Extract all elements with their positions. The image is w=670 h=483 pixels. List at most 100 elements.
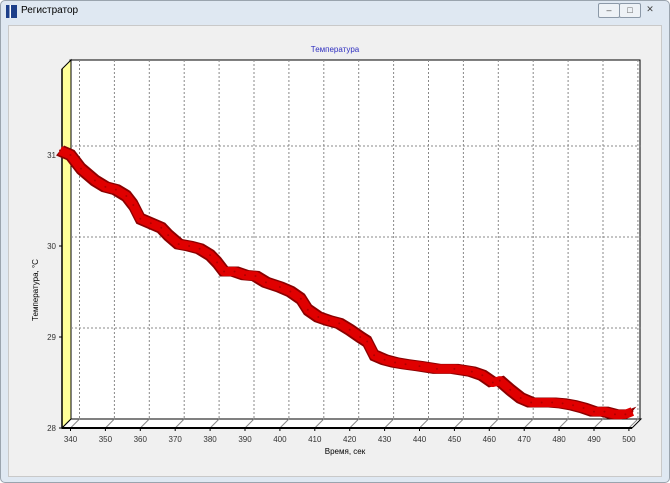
data-point [167,234,170,237]
x-floor-gridline [279,418,290,429]
x-floor-gridline [593,418,604,429]
x-floor-gridline [70,418,80,429]
data-point [289,290,292,293]
x-floor-gridline [349,418,360,429]
data-point [69,154,72,156]
x-tick-label: 500 [622,435,636,444]
data-point [104,185,107,188]
x-floor-gridline [558,418,569,429]
data-point [613,413,616,416]
y-tick-label: 29 [47,333,56,342]
x-tick-label: 390 [238,435,252,444]
x-tick-label: 440 [413,435,427,444]
data-point [149,222,152,225]
data-point [306,308,309,311]
x-tick-label: 450 [448,435,462,444]
x-tick-label: 360 [134,435,148,444]
y-axis-label: Температура, °C [31,259,40,321]
side-wall [61,58,72,430]
x-floor-gridline [488,418,499,429]
x-tick-label: 380 [203,435,217,444]
data-point [624,413,627,416]
x-tick-label: 470 [518,435,532,444]
data-point [631,410,634,413]
data-point [453,367,456,370]
data-point [481,374,484,377]
data-point [348,328,351,331]
data-point [254,275,257,278]
data-point [435,367,438,370]
x-axis-label: Время, сек [325,447,366,456]
data-point [561,402,564,405]
data-point [359,336,362,338]
data-point [470,370,473,373]
x-floor-gridline [523,418,534,429]
x-tick-label: 480 [552,435,566,444]
data-point [264,281,267,284]
data-point [198,247,201,250]
data-point [373,354,376,357]
data-point [125,194,128,197]
data-point [188,245,191,247]
y-tick-label: 30 [47,242,56,251]
data-point [79,167,82,170]
data-point [93,179,96,182]
x-tick-label: 420 [343,435,357,444]
y-tick-label: 31 [47,151,56,160]
app-icon [6,5,17,18]
data-point [551,401,554,404]
data-point [327,319,330,322]
x-tick-label: 410 [308,435,322,444]
x-floor-gridline [105,418,115,429]
chart-title: Температура [311,45,360,54]
x-floor-gridline [244,418,255,429]
data-point [383,358,386,361]
window-title: Регистратор [21,5,79,16]
x-tick-label: 350 [99,435,113,444]
data-point [593,410,595,413]
data-point [418,365,421,368]
data-point [244,274,246,277]
data-point [233,270,236,273]
data-point [366,340,369,343]
data-point [114,188,117,191]
series-line [58,146,635,419]
x-tick-label: 400 [273,435,287,444]
x-floor-gridline [384,418,394,429]
data-point [498,379,501,382]
data-point [278,285,281,288]
data-point [160,226,163,229]
x-tick-label: 340 [64,435,78,444]
data-point [572,404,575,407]
data-point [216,261,219,264]
close-button[interactable]: ✕ [646,4,654,14]
x-tick-label: 460 [483,435,497,444]
y-tick-label: 28 [47,424,56,433]
data-point [59,149,62,152]
data-point [540,401,543,404]
data-point [582,406,585,409]
x-tick-label: 490 [587,435,601,444]
x-floor-gridline [454,418,464,429]
minimize-button[interactable]: – [598,3,620,18]
data-point [404,363,407,366]
maximize-button[interactable]: □ [619,3,641,18]
data-point [338,322,341,325]
x-floor-gridline [209,418,220,429]
data-point [209,254,212,257]
data-point [519,396,522,399]
x-floor-gridline [419,418,429,429]
x-tick-label: 370 [169,435,183,444]
data-point [317,315,320,318]
back-wall [69,59,641,420]
data-point [530,401,533,404]
data-point [509,388,512,391]
x-floor-gridline [139,418,150,429]
data-point [223,270,226,273]
data-point [299,297,302,300]
x-floor-gridline [314,418,325,429]
data-point [603,410,606,413]
data-point [132,204,135,207]
x-tick-label: 430 [378,435,392,444]
